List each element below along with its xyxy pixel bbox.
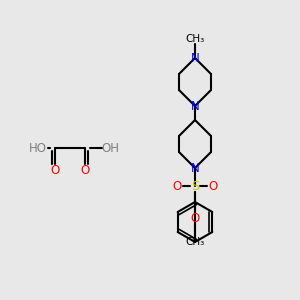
Text: N: N [190, 161, 200, 175]
Text: O: O [80, 164, 90, 178]
Text: O: O [172, 179, 182, 193]
Text: O: O [190, 212, 200, 226]
Text: OH: OH [101, 142, 119, 154]
Text: N: N [190, 100, 200, 112]
Text: N: N [190, 52, 200, 64]
Text: CH₃: CH₃ [185, 34, 205, 44]
Text: CH₃: CH₃ [185, 237, 205, 247]
Text: O: O [208, 179, 217, 193]
Text: S: S [191, 179, 199, 193]
Text: HO: HO [29, 142, 47, 154]
Text: O: O [50, 164, 60, 178]
